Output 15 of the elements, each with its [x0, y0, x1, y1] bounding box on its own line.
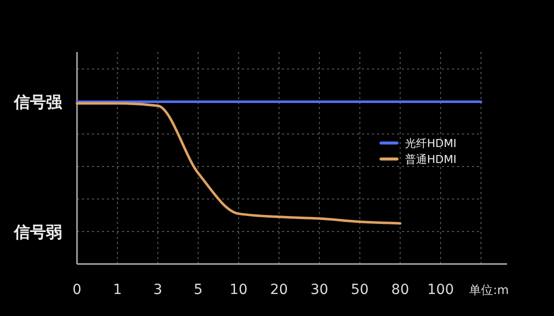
text: 信号弱 — [13, 222, 62, 242]
x-tick-label: 100 — [427, 282, 454, 298]
x-tick-label: 0 — [72, 282, 82, 298]
x-tick-label: 10 — [230, 282, 248, 298]
x-tick-label: 20 — [270, 282, 288, 298]
x-tick-label: 5 — [194, 282, 203, 298]
x-tick-label: 50 — [350, 282, 369, 298]
x-tick-label: 80 — [391, 282, 410, 298]
x-axis-title: 单位:m — [469, 283, 509, 297]
x-tick-label: 3 — [153, 282, 162, 298]
x-tick-label: 1 — [112, 282, 122, 298]
legend-label: 光纤HDMI — [405, 137, 456, 150]
text: 信号强 — [13, 92, 63, 112]
legend-label: 普通HDMI — [405, 153, 456, 166]
x-tick-label: 30 — [310, 282, 328, 298]
